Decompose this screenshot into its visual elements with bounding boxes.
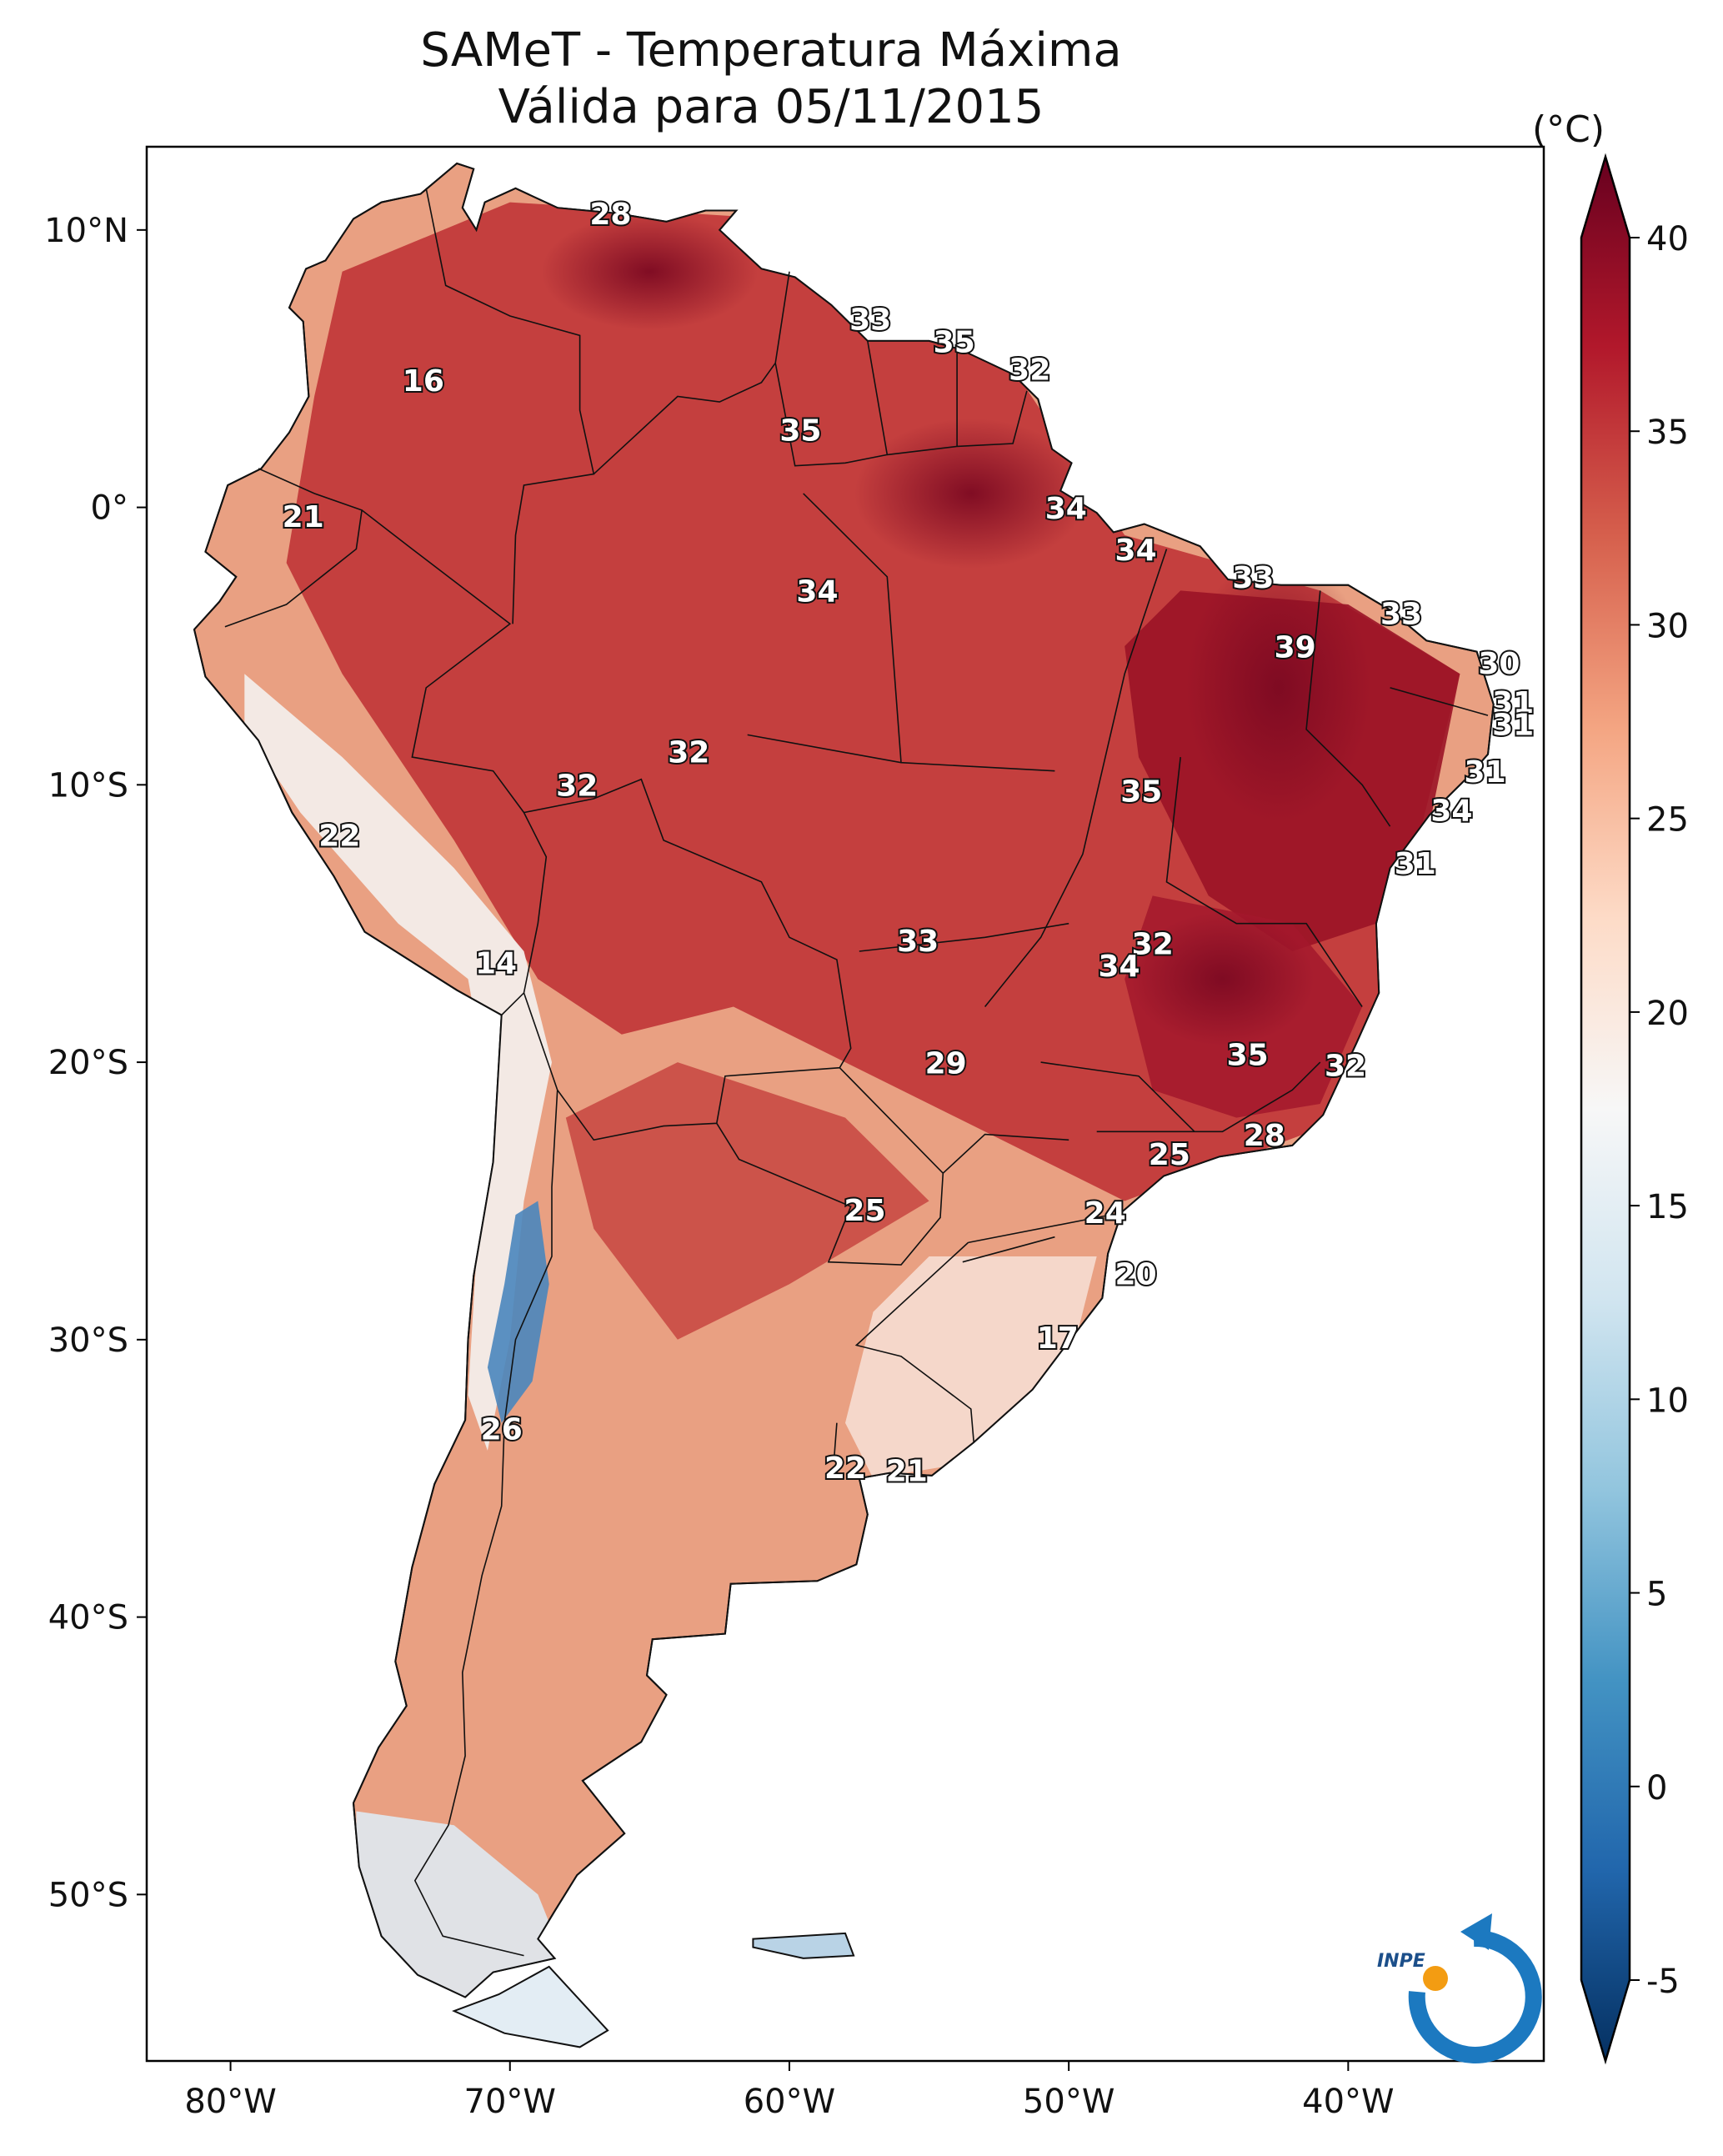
temperature-label: 33 [849, 303, 891, 338]
latitude-axis: 10°N 0° 10°S 20°S 30°S 40°S 50°S [44, 212, 147, 1914]
logo-arrow-icon [1460, 1913, 1492, 1950]
tierra-del-fuego [452, 1965, 609, 2048]
cool-zone-patagonia [356, 1811, 566, 1998]
temperature-label: 31 [1395, 847, 1436, 881]
temperature-label: 35 [1227, 1038, 1269, 1072]
temperature-label: 14 [475, 947, 517, 981]
temperature-label: 28 [1244, 1119, 1285, 1153]
temperature-label: 17 [1037, 1321, 1079, 1356]
temperature-label: 31 [1492, 708, 1534, 742]
temperature-label: 31 [1465, 755, 1506, 790]
lat-tick-label: 10°S [48, 766, 128, 805]
colorbar-tick-label: 30 [1646, 607, 1689, 645]
colorbar-tick-label: 25 [1646, 801, 1689, 840]
lat-tick-label: 50°S [48, 1876, 128, 1914]
lon-tick-label: 80°W [184, 2083, 276, 2121]
longitude-axis: 80°W 70°W 60°W 50°W 40°W [184, 2061, 1395, 2121]
lon-tick-label: 50°W [1023, 2083, 1114, 2121]
warm-zone-central [565, 1062, 929, 1340]
temperature-label: 22 [318, 820, 360, 854]
lat-tick-label: 10°N [44, 212, 128, 250]
temperature-label: 28 [589, 198, 631, 232]
colorbar-body [1580, 153, 1631, 2065]
temperature-label: 34 [1045, 492, 1087, 526]
temperature-label: 34 [796, 575, 838, 609]
map-frame [145, 145, 1545, 2063]
temperature-label: 31 [1492, 686, 1534, 720]
hotspot-piaui [1186, 554, 1370, 821]
logo-dot-icon [1423, 1966, 1448, 1991]
temperature-label: 32 [1325, 1050, 1366, 1084]
temperature-label: 39 [1275, 630, 1316, 664]
temperature-label: 33 [1380, 597, 1422, 631]
lat-tick-label: 0° [91, 489, 128, 528]
temperature-label: 32 [1009, 353, 1050, 388]
hotspot-para [854, 418, 1088, 569]
temperature-label: 32 [556, 770, 598, 804]
lon-tick-label: 70°W [464, 2083, 556, 2121]
coastline [193, 162, 1495, 1998]
temperature-label: 21 [283, 500, 324, 534]
temperature-label: 30 [1478, 647, 1520, 681]
temperature-label: 29 [925, 1046, 967, 1081]
colorbar-tick-label: -5 [1646, 1963, 1680, 2001]
temperature-label: 35 [1120, 775, 1162, 809]
lon-tick-label: 40°W [1302, 2083, 1394, 2121]
temperature-label: 35 [779, 414, 821, 449]
hotspot-venezuela [541, 213, 759, 330]
map-subtitle: Válida para 05/11/2015 [498, 80, 1044, 134]
temperature-label: 33 [897, 925, 939, 959]
colorbar-ticks: 40 35 30 25 20 15 10 5 0 -5 [1630, 220, 1689, 2001]
colorbar: 40 35 30 25 20 15 10 5 0 -5 [1580, 153, 1689, 2065]
colorbar-tick-label: 20 [1646, 995, 1689, 1033]
colorbar-unit-label: (°C) [1532, 108, 1605, 151]
logo-arc-icon [1408, 1929, 1542, 2063]
temperature-label: 22 [824, 1452, 866, 1486]
temperature-label: 34 [1430, 795, 1472, 829]
temperature-label: 32 [1132, 927, 1174, 961]
colorbar-tick-label: 0 [1646, 1769, 1667, 1808]
map-title: SAMeT - Temperatura Máxima [420, 23, 1122, 78]
land-layer [193, 162, 1495, 2048]
temperature-label: 20 [1115, 1257, 1157, 1291]
cold-zone-andes [487, 1201, 549, 1423]
colorbar-tick-label: 15 [1646, 1188, 1689, 1226]
country-borders [224, 188, 1489, 1957]
colorbar-tick-label: 40 [1646, 220, 1689, 258]
temperature-field [244, 202, 1460, 1998]
mild-zone-south [845, 1256, 1097, 1479]
lon-tick-label: 60°W [744, 2083, 835, 2121]
temperature-label: 35 [934, 325, 975, 359]
colorbar-tick-label: 35 [1646, 414, 1689, 452]
falkland-islands [752, 1932, 855, 1959]
temperature-label: 16 [403, 364, 444, 399]
temperature-label: 24 [1084, 1196, 1126, 1231]
temperature-label: 34 [1098, 950, 1139, 984]
logo-text: INPE [1377, 1951, 1425, 1972]
temperature-label: 25 [844, 1194, 885, 1228]
lat-tick-label: 40°S [48, 1599, 128, 1637]
temperature-label: 34 [1115, 534, 1157, 568]
temperature-label: 26 [481, 1413, 523, 1447]
temperature-label: 25 [1149, 1138, 1190, 1172]
colorbar-tick-label: 5 [1646, 1576, 1667, 1614]
temperature-label: 21 [886, 1455, 928, 1489]
temperature-label: 33 [1232, 561, 1274, 595]
temperature-label: 32 [668, 736, 709, 770]
hotspot-minas [1130, 912, 1315, 1046]
lat-tick-label: 20°S [48, 1044, 128, 1082]
lat-tick-label: 30°S [48, 1321, 128, 1360]
colorbar-tick-label: 10 [1646, 1381, 1689, 1420]
inpe-logo: INPE [1377, 1913, 1542, 2063]
